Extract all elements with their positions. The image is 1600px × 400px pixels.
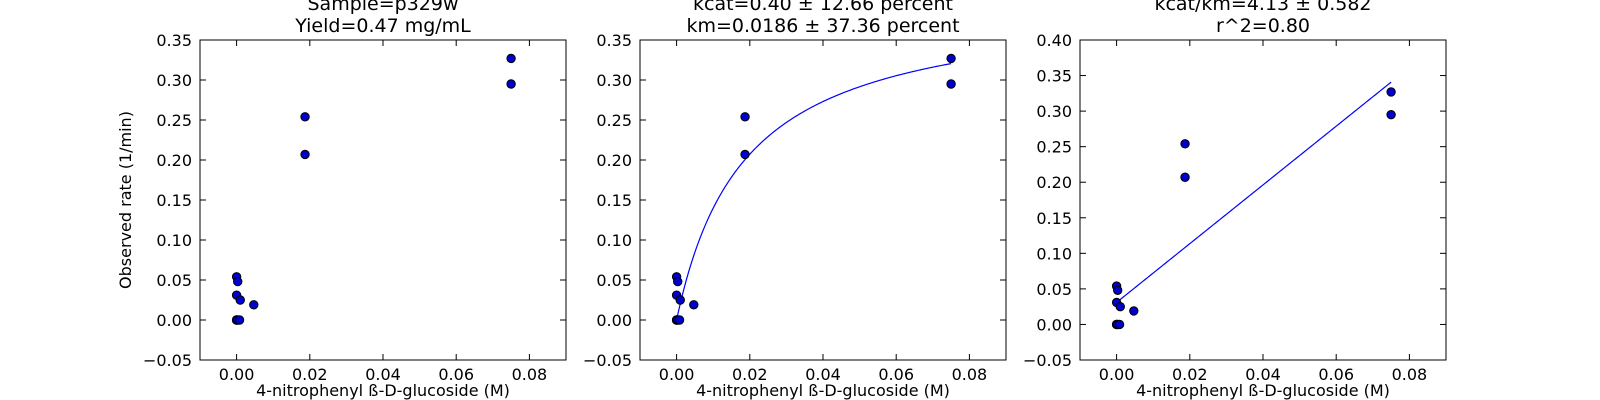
y-tick-label: 0.35 [156,31,192,50]
data-point [1115,301,1125,312]
chart-title-line-1: kcat=0.40 ± 12.66 percent [693,0,953,15]
y-tick-label: 0.35 [596,31,632,50]
y-axis-label: Observed rate (1/min) [116,111,135,289]
data-point [946,53,956,64]
y-tick-label: 0.05 [596,271,632,290]
y-tick-label: 0.15 [1036,209,1072,228]
data-point [672,276,683,287]
y-tick-label: 0.20 [596,151,632,170]
chart-panel-2: 0.00 0.02 0.04 0.06 0.08 −0.05 0.00 0.05 0.10 0.1… [583,0,1007,400]
data-point [740,149,750,160]
chart-title-line-1: Sample=p329w [307,0,458,15]
y-tick-label: 0.40 [1036,31,1072,50]
x-axis-label: 4-nitrophenyl ß-D-glucoside (M) [696,381,950,400]
data-point [740,112,750,122]
y-tick-label: 0.10 [156,231,192,250]
x-tick-label: 0.02 [1172,365,1208,384]
data-point [1180,139,1190,149]
x-tick-label: 0.04 [1245,365,1281,384]
data-point [300,112,310,122]
x-tick-label: 0.06 [878,365,914,384]
y-tick-label: 0.00 [1036,315,1072,334]
y-tick-label: 0.30 [1036,102,1072,121]
data-point [1180,172,1190,182]
data-point [506,53,516,64]
data-point [232,276,243,287]
x-tick-label: 0.08 [512,365,548,384]
data-point [506,79,516,89]
y-tick-label: 0.20 [156,151,192,170]
data-point [689,300,699,310]
data-point [249,300,259,310]
y-tick-label: 0.30 [596,71,632,90]
chart-title-line-2: r^2=0.80 [1216,15,1310,37]
chart-panel-3: 0.00 0.02 0.04 0.06 0.08 −0.05 0.00 0.05 0.10 0.1… [1023,0,1447,400]
y-tick-label: −0.05 [583,351,632,370]
data-point [1112,285,1123,296]
x-tick-label: 0.02 [292,365,328,384]
x-tick-label: 0.08 [1392,365,1428,384]
x-axis-label: 4-nitrophenyl ß-D-glucoside (M) [256,381,510,400]
data-point [674,315,685,325]
y-tick-label: 0.05 [156,271,192,290]
y-tick-label: 0.00 [596,311,632,330]
data-point [1114,319,1125,330]
chart-title-line-2: km=0.0186 ± 37.36 percent [686,15,959,37]
y-tick-label: −0.05 [143,351,192,370]
y-tick-label: 0.10 [596,231,632,250]
y-tick-label: 0.25 [156,111,192,130]
x-tick-label: 0.04 [365,365,401,384]
x-tick-label: 0.00 [219,365,255,384]
fit-line [676,63,952,321]
y-tick-label: −0.05 [1023,351,1072,370]
x-axis-label: 4-nitrophenyl ß-D-glucoside (M) [1136,381,1390,400]
data-point [946,79,956,89]
y-tick-label: 0.35 [1036,67,1072,86]
data-point [1129,306,1139,316]
x-tick-label: 0.00 [1099,365,1135,384]
data-point [675,295,685,305]
data-point [1386,109,1396,120]
y-tick-label: 0.00 [156,311,192,330]
x-tick-label: 0.04 [805,365,841,384]
x-tick-label: 0.00 [659,365,695,384]
x-tick-label: 0.06 [438,365,474,384]
data-point [1386,87,1396,97]
y-tick-label: 0.20 [1036,173,1072,192]
fit-line [1116,81,1392,303]
y-tick-label: 0.30 [156,71,192,90]
y-tick-label: 0.05 [1036,280,1072,299]
y-tick-label: 0.10 [1036,244,1072,263]
y-tick-label: 0.15 [156,191,192,210]
data-point [235,295,245,305]
x-tick-label: 0.08 [952,365,988,384]
data-point [234,315,245,325]
data-point [300,149,310,160]
chart-title-line-1: kcat/km=4.13 ± 0.582 [1154,0,1371,15]
y-tick-label: 0.25 [596,111,632,130]
y-tick-label: 0.25 [1036,138,1072,157]
chart-panel-1: 0.00 0.02 0.04 0.06 0.08 −0.05 0.00 0.05 0.10 0.1… [116,0,567,400]
chart-title-line-2: Yield=0.47 mg/mL [294,15,471,37]
x-tick-label: 0.02 [732,365,768,384]
y-tick-label: 0.15 [596,191,632,210]
x-tick-label: 0.06 [1318,365,1354,384]
